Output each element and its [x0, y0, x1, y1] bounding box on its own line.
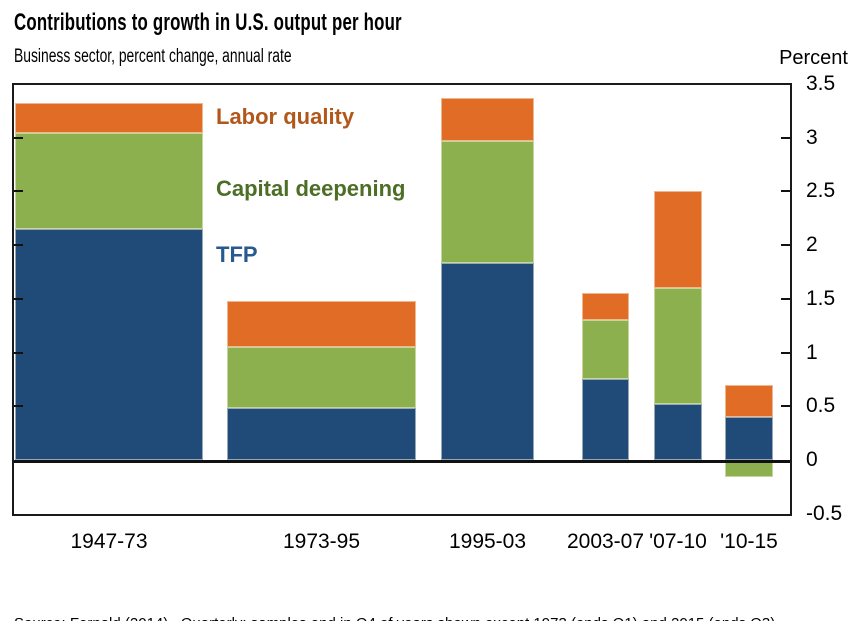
y-axis-unit-label: Percent [779, 47, 848, 69]
y-axis-tick [14, 405, 23, 408]
bar-segment [227, 347, 416, 409]
y-axis-tick-label: 2 [806, 233, 818, 256]
y-axis-tick [781, 190, 790, 193]
bar-segment [654, 288, 702, 405]
y-axis-tick-label: 3.5 [806, 71, 836, 95]
y-axis-tick [14, 244, 23, 246]
y-axis-tick-label: 0 [806, 448, 818, 471]
bar-segment [725, 384, 773, 418]
chart-subtitle: Business sector, percent change, annual … [14, 46, 292, 67]
legend-label: Capital deepening [216, 176, 406, 201]
y-axis-tick [14, 136, 23, 139]
bar-segment [227, 300, 416, 348]
bar-segment [725, 417, 773, 460]
y-axis-tick [14, 297, 23, 300]
y-axis-tick [781, 136, 790, 139]
chart-title: Contributions to growth in U.S. output p… [14, 9, 402, 36]
x-axis-category-label: 1947-73 [70, 530, 148, 553]
bar-segment [15, 133, 203, 229]
source-note: Source: Fernald (2014). Quarterly; sampl… [14, 576, 779, 621]
bar-segment [441, 97, 534, 141]
x-axis-category-label: 1995-03 [448, 530, 527, 553]
bar-segment [725, 460, 773, 478]
x-axis-category-label: '10-15 [720, 530, 778, 553]
bar-segment [654, 191, 702, 289]
x-axis-category-label: 1973-95 [282, 530, 361, 553]
source-note-line1: Source: Fernald (2014). Quarterly; sampl… [14, 614, 779, 621]
y-axis-tick-label: -0.5 [806, 501, 843, 525]
zero-axis-line [14, 460, 790, 463]
y-axis-tick [781, 297, 790, 300]
x-axis-category-label: 2003-07 [566, 530, 645, 553]
bar-segment [441, 140, 534, 264]
y-axis-tick [781, 405, 790, 408]
y-axis-tick [14, 351, 23, 354]
y-axis-tick-label: 1 [806, 340, 818, 364]
y-axis-tick [781, 351, 790, 354]
plot-area [12, 83, 792, 516]
y-axis-tick-label: 1.5 [806, 286, 836, 310]
bar-segment [227, 408, 416, 460]
y-axis-tick-label: 0.5 [806, 394, 836, 418]
bar-segment [654, 404, 702, 460]
x-axis-category-label: '07-10 [649, 530, 707, 553]
bar-segment [582, 379, 629, 460]
y-axis-tick-label: 2.5 [806, 179, 836, 203]
y-axis-tick [14, 190, 23, 193]
legend-label: TFP [216, 242, 258, 267]
bar-segment [582, 293, 629, 321]
y-axis-tick-label: 3 [806, 125, 818, 149]
bar-segment [582, 320, 629, 380]
bar-segment [15, 228, 203, 460]
bar-segment [441, 263, 534, 460]
y-axis-tick [781, 244, 790, 246]
legend-label: Labor quality [216, 104, 355, 129]
bar-segment [15, 103, 203, 134]
